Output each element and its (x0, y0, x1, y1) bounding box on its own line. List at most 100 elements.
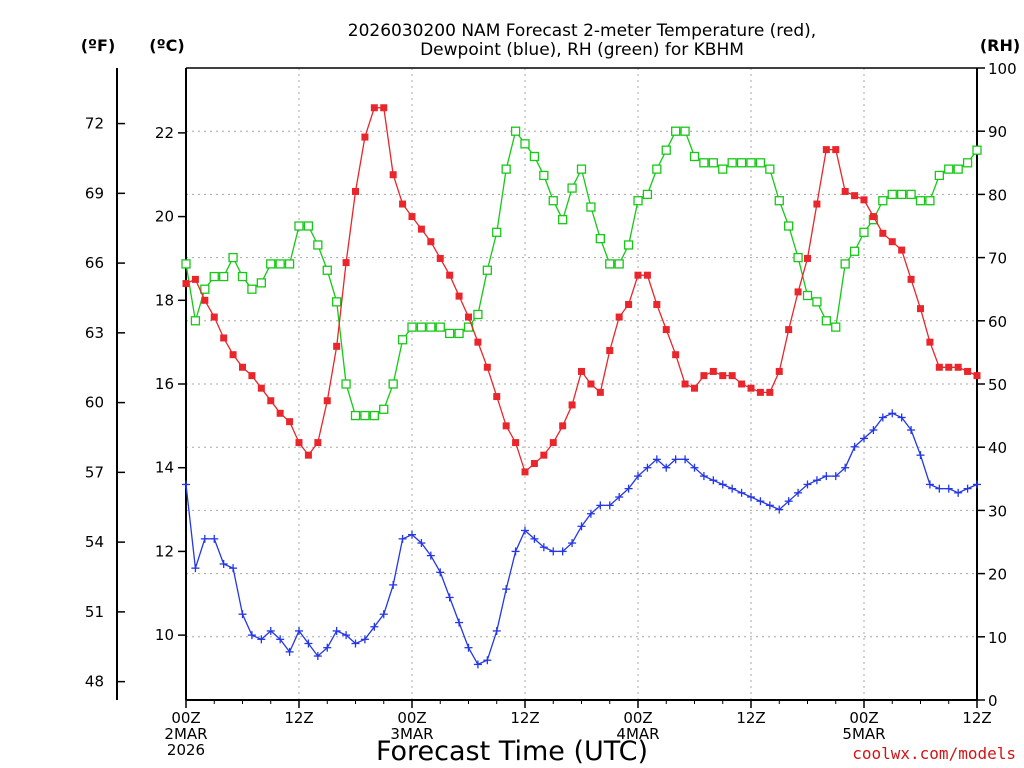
temperature-point (333, 342, 341, 350)
rh-point (944, 164, 954, 174)
temperature-point (267, 397, 275, 405)
celsius-tick-label: 16 (155, 375, 174, 393)
rh-point (360, 410, 370, 421)
dewpoint-point (869, 426, 878, 435)
dewpoint-point (812, 476, 821, 485)
dewpoint-point (586, 509, 595, 518)
rh-point (416, 322, 427, 332)
temperature-point (945, 363, 953, 371)
temperature-point (191, 275, 199, 283)
temperature-point (869, 213, 877, 221)
dewpoint-point (709, 476, 718, 485)
rh-point (322, 265, 332, 275)
dewpoint-point (794, 488, 803, 497)
rh-point (718, 164, 728, 174)
rh-point (275, 259, 285, 269)
dewpoint-point (257, 635, 266, 644)
temperature-point (634, 271, 642, 279)
temperature-point (691, 384, 698, 392)
dewpoint-point (671, 455, 680, 464)
temperature-point (719, 372, 727, 380)
x-tick-label: 5MAR (842, 725, 885, 743)
rh-tick-label: 70 (988, 250, 1007, 268)
temperature-point (681, 380, 689, 388)
rh-point (548, 196, 558, 206)
dewpoint-point (304, 639, 313, 648)
x-tick-label: 00Z (171, 709, 200, 727)
dewpoint-point (963, 484, 972, 493)
rh-tick-label: 80 (988, 186, 1007, 204)
rh-point (831, 322, 841, 332)
rh-tick-label: 20 (988, 566, 1007, 584)
dewpoint-point (652, 455, 661, 464)
rh-point (228, 252, 238, 263)
temperature-point (474, 338, 482, 346)
x-tick-label: 4MAR (616, 725, 659, 743)
temperature-point (201, 296, 209, 304)
rh-point (840, 259, 850, 269)
rh-point (793, 252, 803, 263)
temperature-point (964, 367, 972, 375)
rh-point (501, 164, 511, 174)
rh-point (379, 404, 389, 414)
celsius-tick-label: 10 (155, 626, 174, 644)
y-axis-ticks: 10 12 14 16 18 20 22 48 51 54 57 60 63 66 69 72 0 10 20 30 4… (85, 60, 1017, 710)
dewpoint-point (539, 543, 548, 552)
rh-point (539, 170, 549, 181)
temperature-point (389, 171, 397, 179)
rh-point (567, 183, 577, 193)
rh-point (520, 139, 530, 149)
dewpoint-point (502, 585, 511, 594)
x-tick-label: 00Z (849, 709, 878, 727)
temperature-point (436, 254, 444, 262)
dewpoint-point (530, 534, 539, 543)
rh-point (294, 221, 304, 231)
dewpoint-point (182, 480, 190, 489)
rh-point (529, 151, 540, 162)
temperature-point (907, 275, 915, 283)
temperature-point (813, 200, 821, 208)
temperature-point (493, 393, 501, 401)
celsius-tick-label: 12 (155, 542, 174, 560)
dewpoint-point (850, 442, 859, 451)
rh-tick-label: 40 (988, 439, 1007, 457)
dewpoint-point (624, 484, 633, 493)
temperature-point (276, 409, 284, 417)
dewpoint-point (699, 472, 708, 481)
rh-point (369, 410, 379, 421)
data-series (181, 104, 982, 669)
rh-point (200, 284, 210, 294)
dewpoint-point (954, 488, 963, 497)
dewpoint-point (332, 626, 341, 635)
rh-point (897, 189, 907, 200)
dewpoint-point (379, 610, 388, 619)
temperature-point (399, 200, 407, 208)
rh-point (605, 259, 615, 269)
dewpoint-point (568, 539, 577, 548)
temperature-point (446, 271, 454, 279)
temperature-point (549, 439, 557, 447)
temperature-point (370, 104, 378, 112)
dewpoint-point (276, 635, 285, 644)
fahrenheit-tick-label: 51 (85, 603, 104, 621)
rh-point (727, 158, 737, 168)
rh-point (642, 189, 653, 200)
dewpoint-point (492, 626, 501, 635)
x-tick-label: 12Z (510, 709, 539, 727)
temperature-point (709, 367, 717, 375)
dewpoint-point (747, 493, 755, 502)
fahrenheit-tick-label: 66 (85, 254, 104, 272)
dewpoint-point (596, 501, 605, 510)
temperature-point (286, 418, 294, 426)
dewpoint-point (408, 530, 416, 539)
rh-point (765, 164, 775, 174)
temperature-point (323, 397, 331, 405)
dewpoint-point (266, 626, 275, 635)
temperature-point (483, 363, 491, 371)
fahrenheit-tick-label: 60 (85, 394, 104, 412)
dewpoint-point (464, 643, 473, 652)
dewpoint-point (417, 539, 426, 548)
rh-point (671, 126, 681, 136)
temperature-point (888, 238, 896, 246)
dewpoint-point (455, 618, 464, 627)
